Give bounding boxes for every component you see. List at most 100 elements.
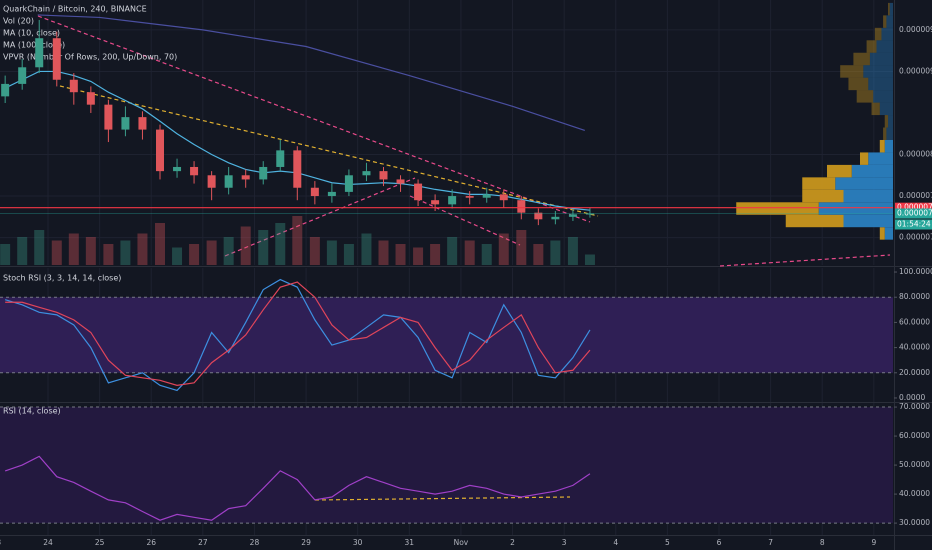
volume-profile-down bbox=[802, 189, 844, 203]
candle-body bbox=[585, 213, 594, 215]
price-tag bbox=[895, 208, 932, 219]
x-tick-label: 2 bbox=[510, 538, 515, 547]
volume-profile-up bbox=[835, 177, 893, 190]
volume-profile-down bbox=[860, 152, 869, 165]
legend-entry: MA (10, close) bbox=[3, 29, 60, 38]
candle-body bbox=[568, 214, 577, 217]
volume-bar bbox=[275, 223, 286, 265]
candle-body bbox=[69, 79, 78, 93]
y-tick-label: 0.00000700 bbox=[899, 233, 932, 242]
volume-profile-down bbox=[802, 177, 836, 190]
volume-profile-up bbox=[886, 127, 893, 140]
volume-bar bbox=[0, 244, 11, 265]
line-series bbox=[37, 14, 585, 131]
candle-body bbox=[431, 200, 440, 205]
x-tick-label: 28 bbox=[250, 538, 260, 547]
x-tick-label: 7 bbox=[768, 538, 773, 547]
volume-bar bbox=[395, 244, 406, 265]
pane-title: Stoch RSI (3, 3, 14, 14, close) bbox=[3, 274, 121, 283]
x-tick-label: 8 bbox=[820, 538, 825, 547]
band bbox=[0, 407, 893, 524]
volume-bar bbox=[206, 240, 217, 265]
x-tick-label: Nov bbox=[454, 538, 469, 547]
volume-bar bbox=[240, 226, 251, 265]
candle-body bbox=[35, 38, 44, 68]
price-tag-label: 0.00000736 bbox=[897, 203, 932, 212]
trendline bbox=[37, 15, 591, 223]
candle-body bbox=[18, 67, 27, 84]
volume-bar bbox=[103, 244, 114, 265]
volume-profile-down bbox=[874, 27, 882, 41]
volume-bar bbox=[464, 240, 475, 265]
volume-profile-down bbox=[736, 202, 819, 215]
y-tick-label: 0.00000800 bbox=[899, 150, 932, 159]
line-series bbox=[4, 455, 591, 521]
candle-body bbox=[482, 194, 491, 198]
volume-profile-down bbox=[853, 52, 870, 66]
volume-profile-up bbox=[868, 152, 893, 165]
trendline bbox=[224, 177, 416, 257]
volume-profile-down bbox=[879, 139, 885, 153]
volume-profile-up bbox=[863, 65, 893, 78]
volume-profile-up bbox=[843, 214, 893, 228]
y-tick-label: 20.0000 bbox=[899, 368, 930, 377]
layers bbox=[0, 0, 893, 535]
trendline bbox=[314, 496, 571, 501]
volume-bar bbox=[51, 240, 62, 265]
y-tick-label: 30.0000 bbox=[899, 518, 930, 527]
volume-profile-down bbox=[785, 214, 844, 228]
candle-body bbox=[104, 104, 113, 130]
candle-body bbox=[259, 166, 268, 180]
volume-bar bbox=[34, 230, 45, 265]
volume-profile-down bbox=[856, 90, 874, 103]
volume-bar bbox=[155, 223, 166, 265]
volume-bar bbox=[343, 244, 354, 265]
candle-body bbox=[121, 117, 130, 130]
candle-body bbox=[190, 166, 199, 176]
trendline bbox=[59, 85, 599, 217]
volume-bar bbox=[120, 240, 131, 265]
volume-bar bbox=[498, 233, 509, 265]
volume-bar bbox=[85, 237, 96, 265]
volume-profile-up bbox=[869, 52, 893, 66]
candle-body bbox=[173, 166, 182, 172]
line-series bbox=[4, 278, 591, 392]
volume-profile-up bbox=[888, 115, 893, 128]
candle-body bbox=[362, 171, 371, 176]
volume-bar bbox=[309, 237, 320, 265]
pane-title: RSI (14, close) bbox=[3, 407, 61, 416]
y-tick-label: 40.0000 bbox=[899, 343, 930, 352]
candle-body bbox=[517, 200, 526, 213]
trendline bbox=[409, 195, 521, 246]
candle-body bbox=[207, 175, 216, 188]
y-tick-label: 60.0000 bbox=[899, 317, 930, 326]
x-tick-label: 26 bbox=[146, 538, 156, 547]
y-tick-label: 80.0000 bbox=[899, 292, 930, 301]
volume-bar bbox=[481, 244, 492, 265]
volume-profile-down bbox=[879, 227, 885, 240]
candle-body bbox=[379, 171, 388, 180]
volume-profile-down bbox=[848, 77, 869, 91]
candle-body bbox=[534, 212, 543, 220]
volume-profile-down bbox=[888, 2, 890, 16]
volume-profile-up bbox=[886, 15, 893, 28]
legend-entry: VPVR (Number Of Rows, 200, Up/Down, 70) bbox=[3, 53, 177, 62]
volume-profile-up bbox=[851, 164, 893, 178]
candle-body bbox=[156, 129, 165, 172]
price-tag-label: 0.00000729 bbox=[897, 208, 932, 217]
x-tick-label: 6 bbox=[717, 538, 722, 547]
countdown-tag bbox=[895, 219, 932, 230]
y-tick-label: 60.0000 bbox=[899, 431, 930, 440]
volume-profile-down bbox=[884, 115, 889, 128]
volume-profile-up bbox=[884, 139, 893, 153]
candle-body bbox=[241, 175, 250, 180]
candle-body bbox=[1, 83, 10, 97]
x-tick-label: 9 bbox=[871, 538, 876, 547]
volume-bar bbox=[430, 244, 441, 265]
chart-title: QuarkChain / Bitcoin, 240, BINANCE bbox=[3, 5, 147, 14]
y-tick-label: 0.00000750 bbox=[899, 191, 932, 200]
volume-profile-down bbox=[883, 15, 887, 28]
volume-bar bbox=[258, 230, 269, 265]
volume-bar bbox=[17, 237, 28, 265]
